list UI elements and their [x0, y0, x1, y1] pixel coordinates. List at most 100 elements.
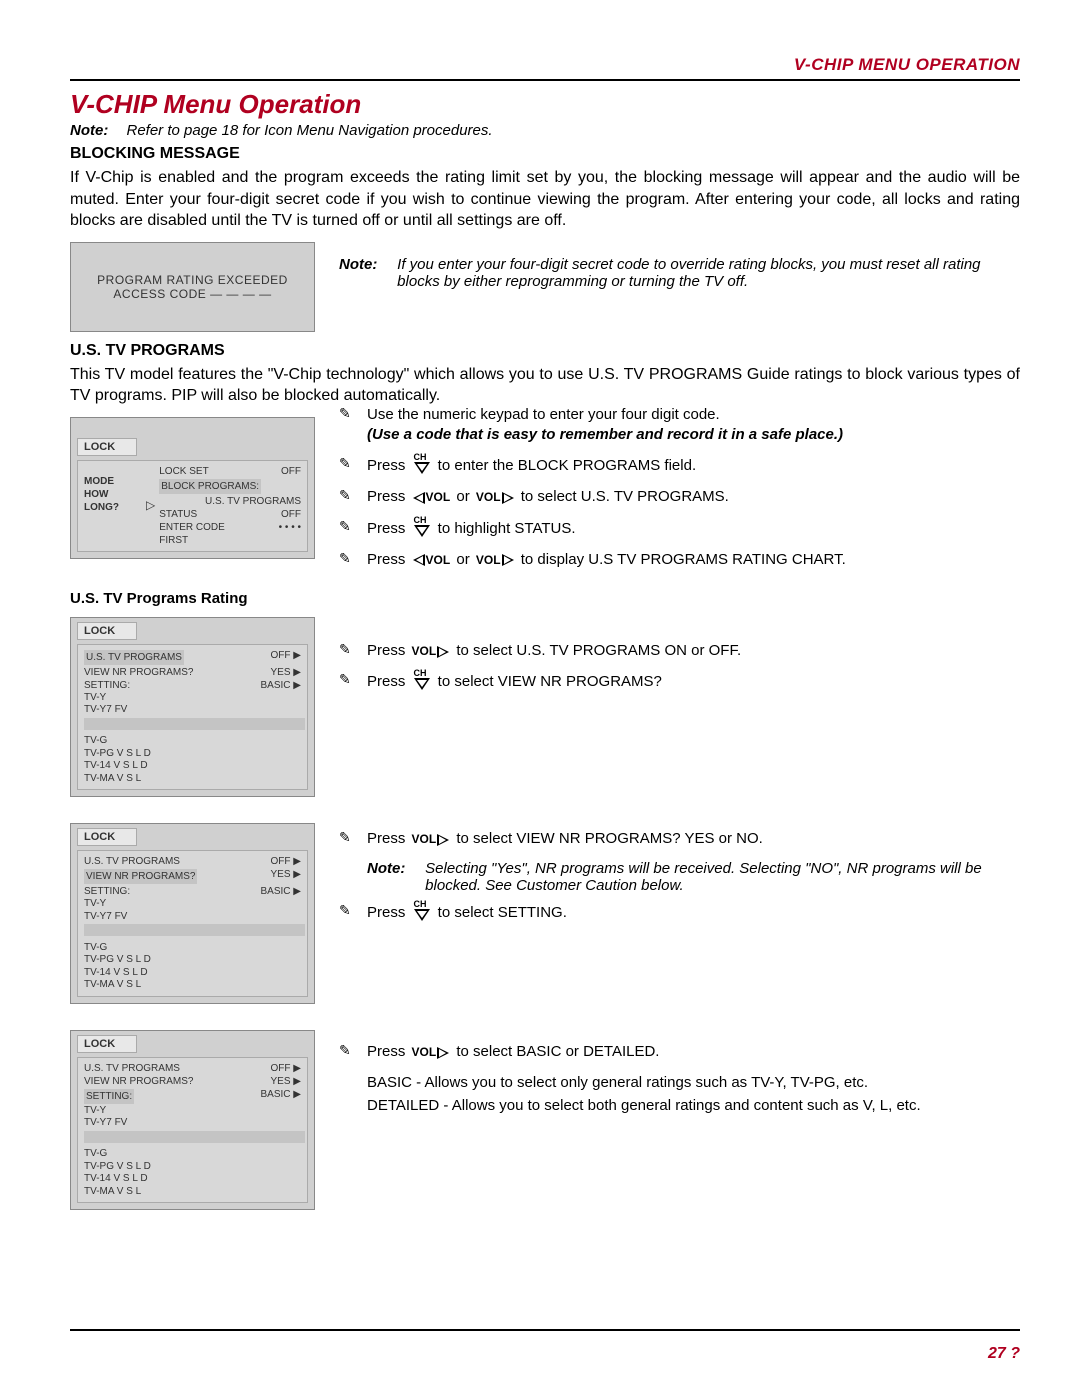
step-a5: Press VOL or VOL to display U.S TV PROGR…	[367, 550, 1020, 570]
lockset-label: LOCK SET	[159, 465, 208, 478]
steps-c: ✎ Press VOL to select VIEW NR PROGRAMS? …	[339, 823, 1020, 933]
note-c-label: Note:	[367, 860, 421, 877]
steps-d: ✎ Press VOL to select BASIC or DETAILED.…	[339, 1030, 1020, 1117]
mini-screen-rating-1: LOCK U.S. TV PROGRAMS OFF ▶ VIEW NR PROGR…	[70, 617, 315, 798]
cursor-icon: ▷	[146, 498, 155, 514]
mini-block-l1: PROGRAM RATING EXCEEDED	[97, 273, 288, 287]
rating-rows: TV-Y TV-Y7 FV TV-G TV-PG V S L D TV-14 V…	[84, 692, 301, 786]
pen-icon: ✎	[339, 550, 357, 567]
pen-icon: ✎	[339, 455, 357, 472]
r1a: U.S. TV PROGRAMS	[84, 650, 184, 665]
vol-right-icon: VOL	[412, 643, 451, 659]
top-rule	[70, 79, 1020, 81]
blocking-message-para: If V-Chip is enabled and the program exc…	[70, 167, 1020, 232]
block-programs-sub: U.S. TV PROGRAMS	[159, 495, 301, 508]
step-d-detailed: DETAILED - Allows you to select both gen…	[367, 1095, 1020, 1118]
r2b: YES ▶	[271, 666, 301, 679]
vol-right-icon: VOL	[476, 552, 515, 568]
vol-left-icon: VOL	[412, 489, 451, 505]
mini-lock-howlong: HOW LONG?	[84, 488, 142, 514]
ch-down-icon	[412, 518, 432, 540]
steps-a: ✎ Use the numeric keypad to enter your f…	[339, 399, 1020, 580]
vol-left-icon: VOL	[412, 552, 451, 568]
r1b: OFF ▶	[271, 649, 301, 666]
note2-text: If you enter your four-digit secret code…	[397, 256, 1018, 290]
pen-icon: ✎	[339, 671, 357, 688]
mini-block-l2: ACCESS CODE — — — —	[113, 287, 271, 301]
pen-icon: ✎	[339, 487, 357, 504]
step-c1: Press VOL to select VIEW NR PROGRAMS? YE…	[367, 829, 1020, 849]
section-us-tv-programs: U.S. TV PROGRAMS	[70, 342, 1020, 360]
block-programs-label: BLOCK PROGRAMS:	[159, 479, 261, 494]
mini-lock-tab: LOCK	[77, 438, 137, 456]
note-line-1: Note: Refer to page 18 for Icon Menu Nav…	[70, 122, 1020, 139]
mini-lock-right: LOCK SET OFF BLOCK PROGRAMS: U.S. TV PROG…	[159, 465, 301, 547]
step-a1: Use the numeric keypad to enter your fou…	[367, 405, 1020, 446]
r2a: VIEW NR PROGRAMS?	[84, 666, 193, 679]
step-d-sub: BASIC - Allows you to select only genera…	[367, 1072, 1020, 1117]
page: V-CHIP MENU OPERATION V-CHIP Menu Operat…	[0, 0, 1080, 1397]
pen-icon: ✎	[339, 829, 357, 846]
row-rating-1: LOCK U.S. TV PROGRAMS OFF ▶ VIEW NR PROGR…	[70, 617, 1020, 798]
ch-down-icon	[412, 455, 432, 477]
entercode-l1: ENTER CODE	[159, 522, 225, 533]
step-d1: Press VOL to select BASIC or DETAILED.	[367, 1042, 1020, 1062]
status-value: OFF	[281, 508, 301, 521]
r3b: BASIC ▶	[261, 679, 301, 692]
row-rating-3: LOCK U.S. TV PROGRAMSOFF ▶ VIEW NR PROGR…	[70, 1030, 1020, 1211]
section-us-tv-rating: U.S. TV Programs Rating	[70, 590, 1020, 607]
step-a2: Press to enter the BLOCK PROGRAMS field.	[367, 455, 1020, 477]
pen-icon: ✎	[339, 518, 357, 535]
mini-rating-panel: U.S. TV PROGRAMSOFF ▶ VIEW NR PROGRAMS?Y…	[77, 1057, 308, 1204]
mini-rating-tab: LOCK	[77, 1035, 137, 1053]
note-text: Refer to page 18 for Icon Menu Navigatio…	[127, 122, 493, 139]
mini-lock-mode: MODE	[84, 475, 142, 488]
status-label: STATUS	[159, 508, 197, 521]
mini-rating-tab: LOCK	[77, 622, 137, 640]
pen-icon: ✎	[339, 1042, 357, 1059]
steps-b: ✎ Press VOL to select U.S. TV PROGRAMS O…	[339, 617, 1020, 703]
section-blocking-message: BLOCKING MESSAGE	[70, 145, 1020, 163]
note-label: Note:	[70, 122, 108, 139]
ch-down-icon	[412, 671, 432, 693]
mini-screen-lock: LOCK MODE HOW LONG? ▷ LOCK SET OFF BLOCK …	[70, 417, 315, 559]
step-c2: Press to select SETTING.	[367, 902, 1020, 924]
mini-rating-panel: U.S. TV PROGRAMSOFF ▶ VIEW NR PROGRAMS?Y…	[77, 850, 308, 997]
r3a: SETTING:	[84, 679, 130, 692]
step-b1: Press VOL to select U.S. TV PROGRAMS ON …	[367, 641, 1020, 661]
mini-screen-rating-2: LOCK U.S. TV PROGRAMSOFF ▶ VIEW NR PROGR…	[70, 823, 315, 1004]
vol-right-icon: VOL	[476, 489, 515, 505]
row-lock-menu: LOCK MODE HOW LONG? ▷ LOCK SET OFF BLOCK …	[70, 417, 1020, 580]
mini-screen-blocking: PROGRAM RATING EXCEEDED ACCESS CODE — — …	[70, 242, 315, 332]
step-a4: Press to highlight STATUS.	[367, 518, 1020, 540]
vol-right-icon: VOL	[412, 1044, 451, 1060]
pen-icon: ✎	[339, 902, 357, 919]
mini-rating-tab: LOCK	[77, 828, 137, 846]
note-override: Note: If you enter your four-digit secre…	[339, 242, 1020, 290]
note-c: Note: Selecting "Yes", NR programs will …	[367, 860, 1020, 894]
page-number: 27 ?	[988, 1345, 1020, 1363]
note2-label: Note:	[339, 256, 393, 273]
mini-rating-panel: U.S. TV PROGRAMS OFF ▶ VIEW NR PROGRAMS? Y…	[77, 644, 308, 791]
mini-lock-left: MODE HOW LONG?	[84, 465, 142, 547]
mini-screen-rating-3: LOCK U.S. TV PROGRAMSOFF ▶ VIEW NR PROGR…	[70, 1030, 315, 1211]
step-a1-text: Use the numeric keypad to enter your fou…	[367, 406, 720, 423]
mini-lock-panel: MODE HOW LONG? ▷ LOCK SET OFF BLOCK PROGR…	[77, 460, 308, 552]
pen-icon: ✎	[339, 405, 357, 422]
page-title: V-CHIP Menu Operation	[70, 89, 1020, 120]
note-c-text: Selecting "Yes", NR programs will be rec…	[425, 860, 1018, 894]
step-a1b-text: (Use a code that is easy to remember and…	[367, 426, 843, 443]
running-header: V-CHIP MENU OPERATION	[70, 55, 1020, 75]
pen-icon: ✎	[339, 641, 357, 658]
step-d-basic: BASIC - Allows you to select only genera…	[367, 1072, 1020, 1095]
row-rating-2: LOCK U.S. TV PROGRAMSOFF ▶ VIEW NR PROGR…	[70, 823, 1020, 1004]
entercode-dots: • • • •	[279, 521, 301, 547]
entercode-l2: FIRST	[159, 535, 188, 546]
step-b2: Press to select VIEW NR PROGRAMS?	[367, 671, 1020, 693]
row-block-screen: PROGRAM RATING EXCEEDED ACCESS CODE — — …	[70, 242, 1020, 332]
step-a3: Press VOL or VOL to select U.S. TV PROGR…	[367, 487, 1020, 507]
ch-down-icon	[412, 902, 432, 924]
lockset-value: OFF	[281, 465, 301, 478]
bottom-rule	[70, 1329, 1020, 1331]
vol-right-icon: VOL	[412, 831, 451, 847]
